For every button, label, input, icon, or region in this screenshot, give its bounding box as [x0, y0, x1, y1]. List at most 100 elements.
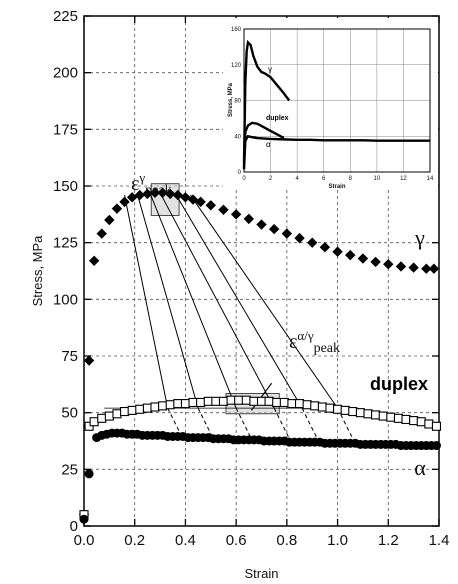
gamma-point — [345, 249, 356, 261]
duplex-point — [104, 411, 114, 421]
construction-dash — [197, 407, 214, 439]
inset-background — [223, 18, 438, 190]
duplex-point — [378, 411, 388, 421]
inset-x-tick-label: 4 — [295, 176, 299, 182]
gamma-point — [332, 246, 343, 257]
duplex-point — [272, 397, 282, 408]
duplex-point — [135, 404, 145, 414]
duplex-point — [249, 396, 259, 406]
gamma-point — [428, 263, 440, 274]
duplex-point — [127, 405, 137, 415]
x-tick-label: 0.2 — [124, 532, 145, 549]
gamma-point — [165, 188, 176, 200]
duplex-point — [218, 396, 229, 406]
duplex-point — [142, 403, 152, 413]
y-tick-label: 225 — [53, 8, 78, 25]
y-tick-label: 25 — [61, 461, 78, 478]
gamma-point — [119, 196, 130, 208]
series-label-alpha: α — [414, 455, 426, 480]
duplex-point — [287, 399, 297, 409]
plot-frame — [83, 15, 440, 527]
x-tick-label: 0.4 — [175, 532, 196, 549]
construction-line — [149, 192, 237, 409]
duplex-point — [158, 401, 168, 411]
gamma-point — [408, 262, 419, 273]
gamma-point — [187, 194, 199, 205]
y-axis-label: Stress, MPa — [30, 235, 45, 307]
duplex-point — [203, 396, 213, 406]
series-duplex — [79, 395, 442, 520]
duplex-point — [120, 406, 130, 417]
alpha-point — [79, 514, 89, 524]
gamma-point — [172, 189, 184, 201]
duplex-point — [188, 397, 198, 408]
inset-x-tick-label: 6 — [322, 176, 326, 182]
duplex-point — [401, 414, 411, 425]
alpha-point — [431, 441, 441, 451]
duplex-point — [416, 417, 426, 427]
inset-series-line-0 — [242, 39, 291, 164]
duplex-point — [173, 399, 183, 409]
inset-y-tick-label: 0 — [238, 170, 242, 176]
inset-series-line-1 — [242, 121, 285, 168]
x-tick-label: 0.0 — [74, 532, 95, 549]
inset-x-tick-label: 12 — [400, 176, 407, 182]
duplex-point — [424, 419, 434, 429]
y-tick-label: 175 — [53, 121, 78, 138]
duplex-point — [256, 396, 267, 406]
duplex-point — [294, 399, 305, 409]
gamma-point — [218, 204, 229, 215]
gamma-point — [395, 261, 407, 272]
gamma-point — [111, 203, 123, 214]
x-tick-label: 0.8 — [276, 532, 297, 549]
gamma-point — [307, 237, 318, 248]
duplex-point — [150, 402, 160, 412]
construction-line — [190, 194, 338, 409]
gamma-point — [370, 256, 381, 268]
x-tick-label: 1.4 — [429, 532, 450, 549]
duplex-point — [340, 405, 350, 415]
y-tick-label: 125 — [53, 235, 78, 252]
gamma-point — [319, 242, 331, 253]
duplex-point — [355, 408, 365, 418]
inset-y-axis-label: Stress, MPa — [228, 82, 234, 117]
gamma-point — [88, 255, 100, 266]
duplex-point — [264, 396, 274, 406]
gamma-point — [294, 232, 305, 244]
x-tick-label: 1.2 — [378, 532, 399, 549]
inset-x-axis-label: Strain — [328, 184, 345, 190]
y-tick-label: 200 — [53, 65, 78, 82]
inset-x-tick-label: 14 — [427, 176, 434, 182]
y-tick-label: 100 — [53, 291, 78, 308]
y-tick-label: 50 — [61, 405, 78, 422]
construction-line — [124, 195, 169, 409]
duplex-point — [234, 395, 244, 405]
duplex-point — [302, 400, 312, 410]
series-label-gamma: γ — [414, 225, 425, 250]
duplex-point — [363, 409, 373, 419]
inset-chart: 0 2 4 6 8 10 12 14 0 40 80 120 160 Strain Stress, M… — [223, 18, 438, 190]
duplex-point — [409, 416, 419, 426]
x-tick-label: 1.0 — [327, 532, 348, 549]
annotation-duplex-peak: εα/γpeak — [289, 328, 340, 356]
duplex-point — [386, 412, 396, 422]
y-tick-label: 150 — [53, 178, 78, 195]
duplex-point — [226, 395, 236, 405]
construction-line — [174, 193, 303, 409]
duplex-point — [241, 395, 251, 405]
gamma-point — [149, 187, 161, 198]
duplex-point — [348, 406, 358, 417]
gamma-point — [195, 196, 206, 208]
gamma-point — [104, 214, 115, 226]
y-tick-label: 75 — [61, 348, 78, 365]
duplex-point — [393, 413, 403, 423]
x-tick-label: 0.6 — [226, 532, 247, 549]
gamma-point — [243, 213, 255, 225]
inset-label-gamma: γ — [268, 65, 272, 74]
construction-dash — [301, 407, 318, 439]
x-axis-label: Strain — [245, 566, 279, 581]
inset-y-tick-label: 80 — [234, 99, 241, 105]
inset-x-tick-label: 10 — [374, 176, 381, 182]
alpha-point — [84, 469, 94, 479]
duplex-point — [89, 417, 99, 427]
